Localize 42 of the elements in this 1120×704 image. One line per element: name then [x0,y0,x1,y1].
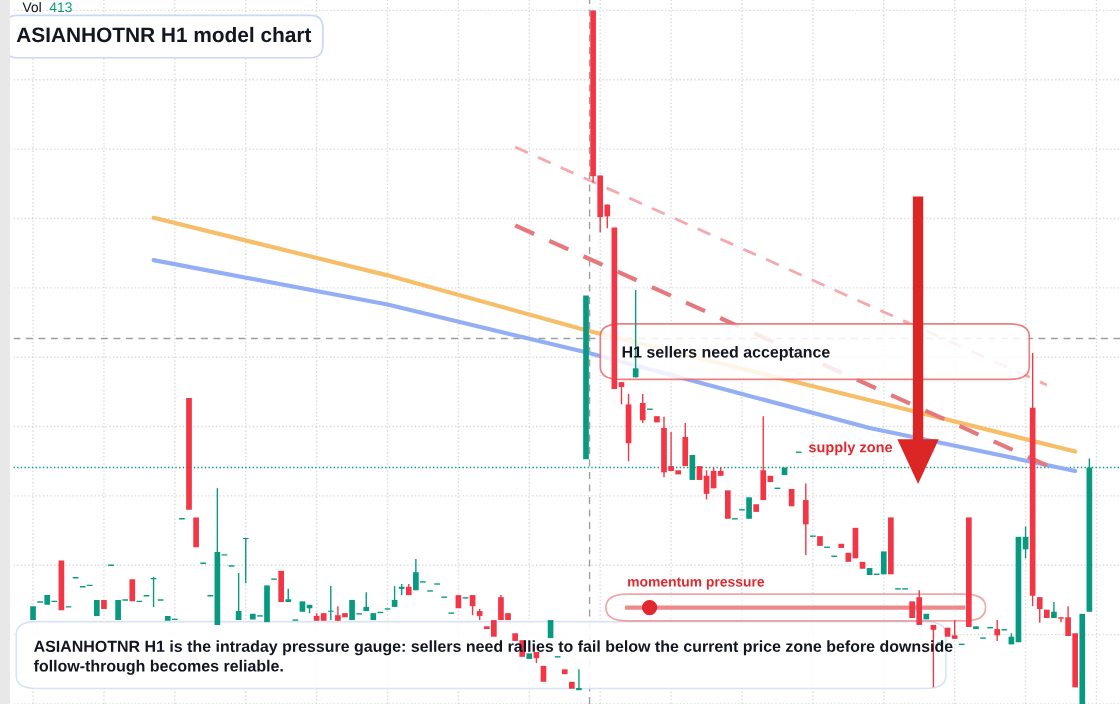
candlestick [838,543,845,548]
candlestick [391,585,398,608]
candlestick [94,599,100,616]
candlestick [639,393,646,424]
candlestick [129,579,136,602]
candlestick [583,295,589,460]
candlestick [973,626,979,630]
candlestick [845,552,852,562]
candlestick [561,669,568,675]
candlestick [1079,613,1086,704]
candlestick [320,613,327,621]
candlestick [242,537,249,585]
candlestick [193,517,199,548]
candlestick [526,653,533,659]
annotation: momentum pressure [628,577,765,590]
candlestick [880,551,887,575]
candlestick [923,613,930,620]
candlestick [186,398,192,510]
candlestick [278,570,285,603]
candlestick [966,517,972,628]
candlestick [859,561,866,569]
candlestick [299,601,306,612]
candlestick [994,619,1001,642]
text: ASIANHOTNR H1 model chart [16,26,312,43]
annotation: Vol [22,1,41,13]
candlestick [817,536,823,546]
candlestick [888,517,894,575]
candlestick [1044,609,1050,618]
candlestick [101,599,107,609]
annotation: 413 [49,2,72,13]
candlestick [327,585,334,621]
candlestick [569,681,575,689]
candlestick [370,613,377,621]
candlestick [654,416,660,423]
candlestick [951,619,958,640]
candlestick [1051,601,1057,619]
candlestick [30,606,36,621]
candlestick [1036,596,1043,624]
candlestick [753,504,759,512]
annotation: supply zone [808,441,893,456]
candlestick [724,490,731,519]
candlestick [866,568,873,575]
